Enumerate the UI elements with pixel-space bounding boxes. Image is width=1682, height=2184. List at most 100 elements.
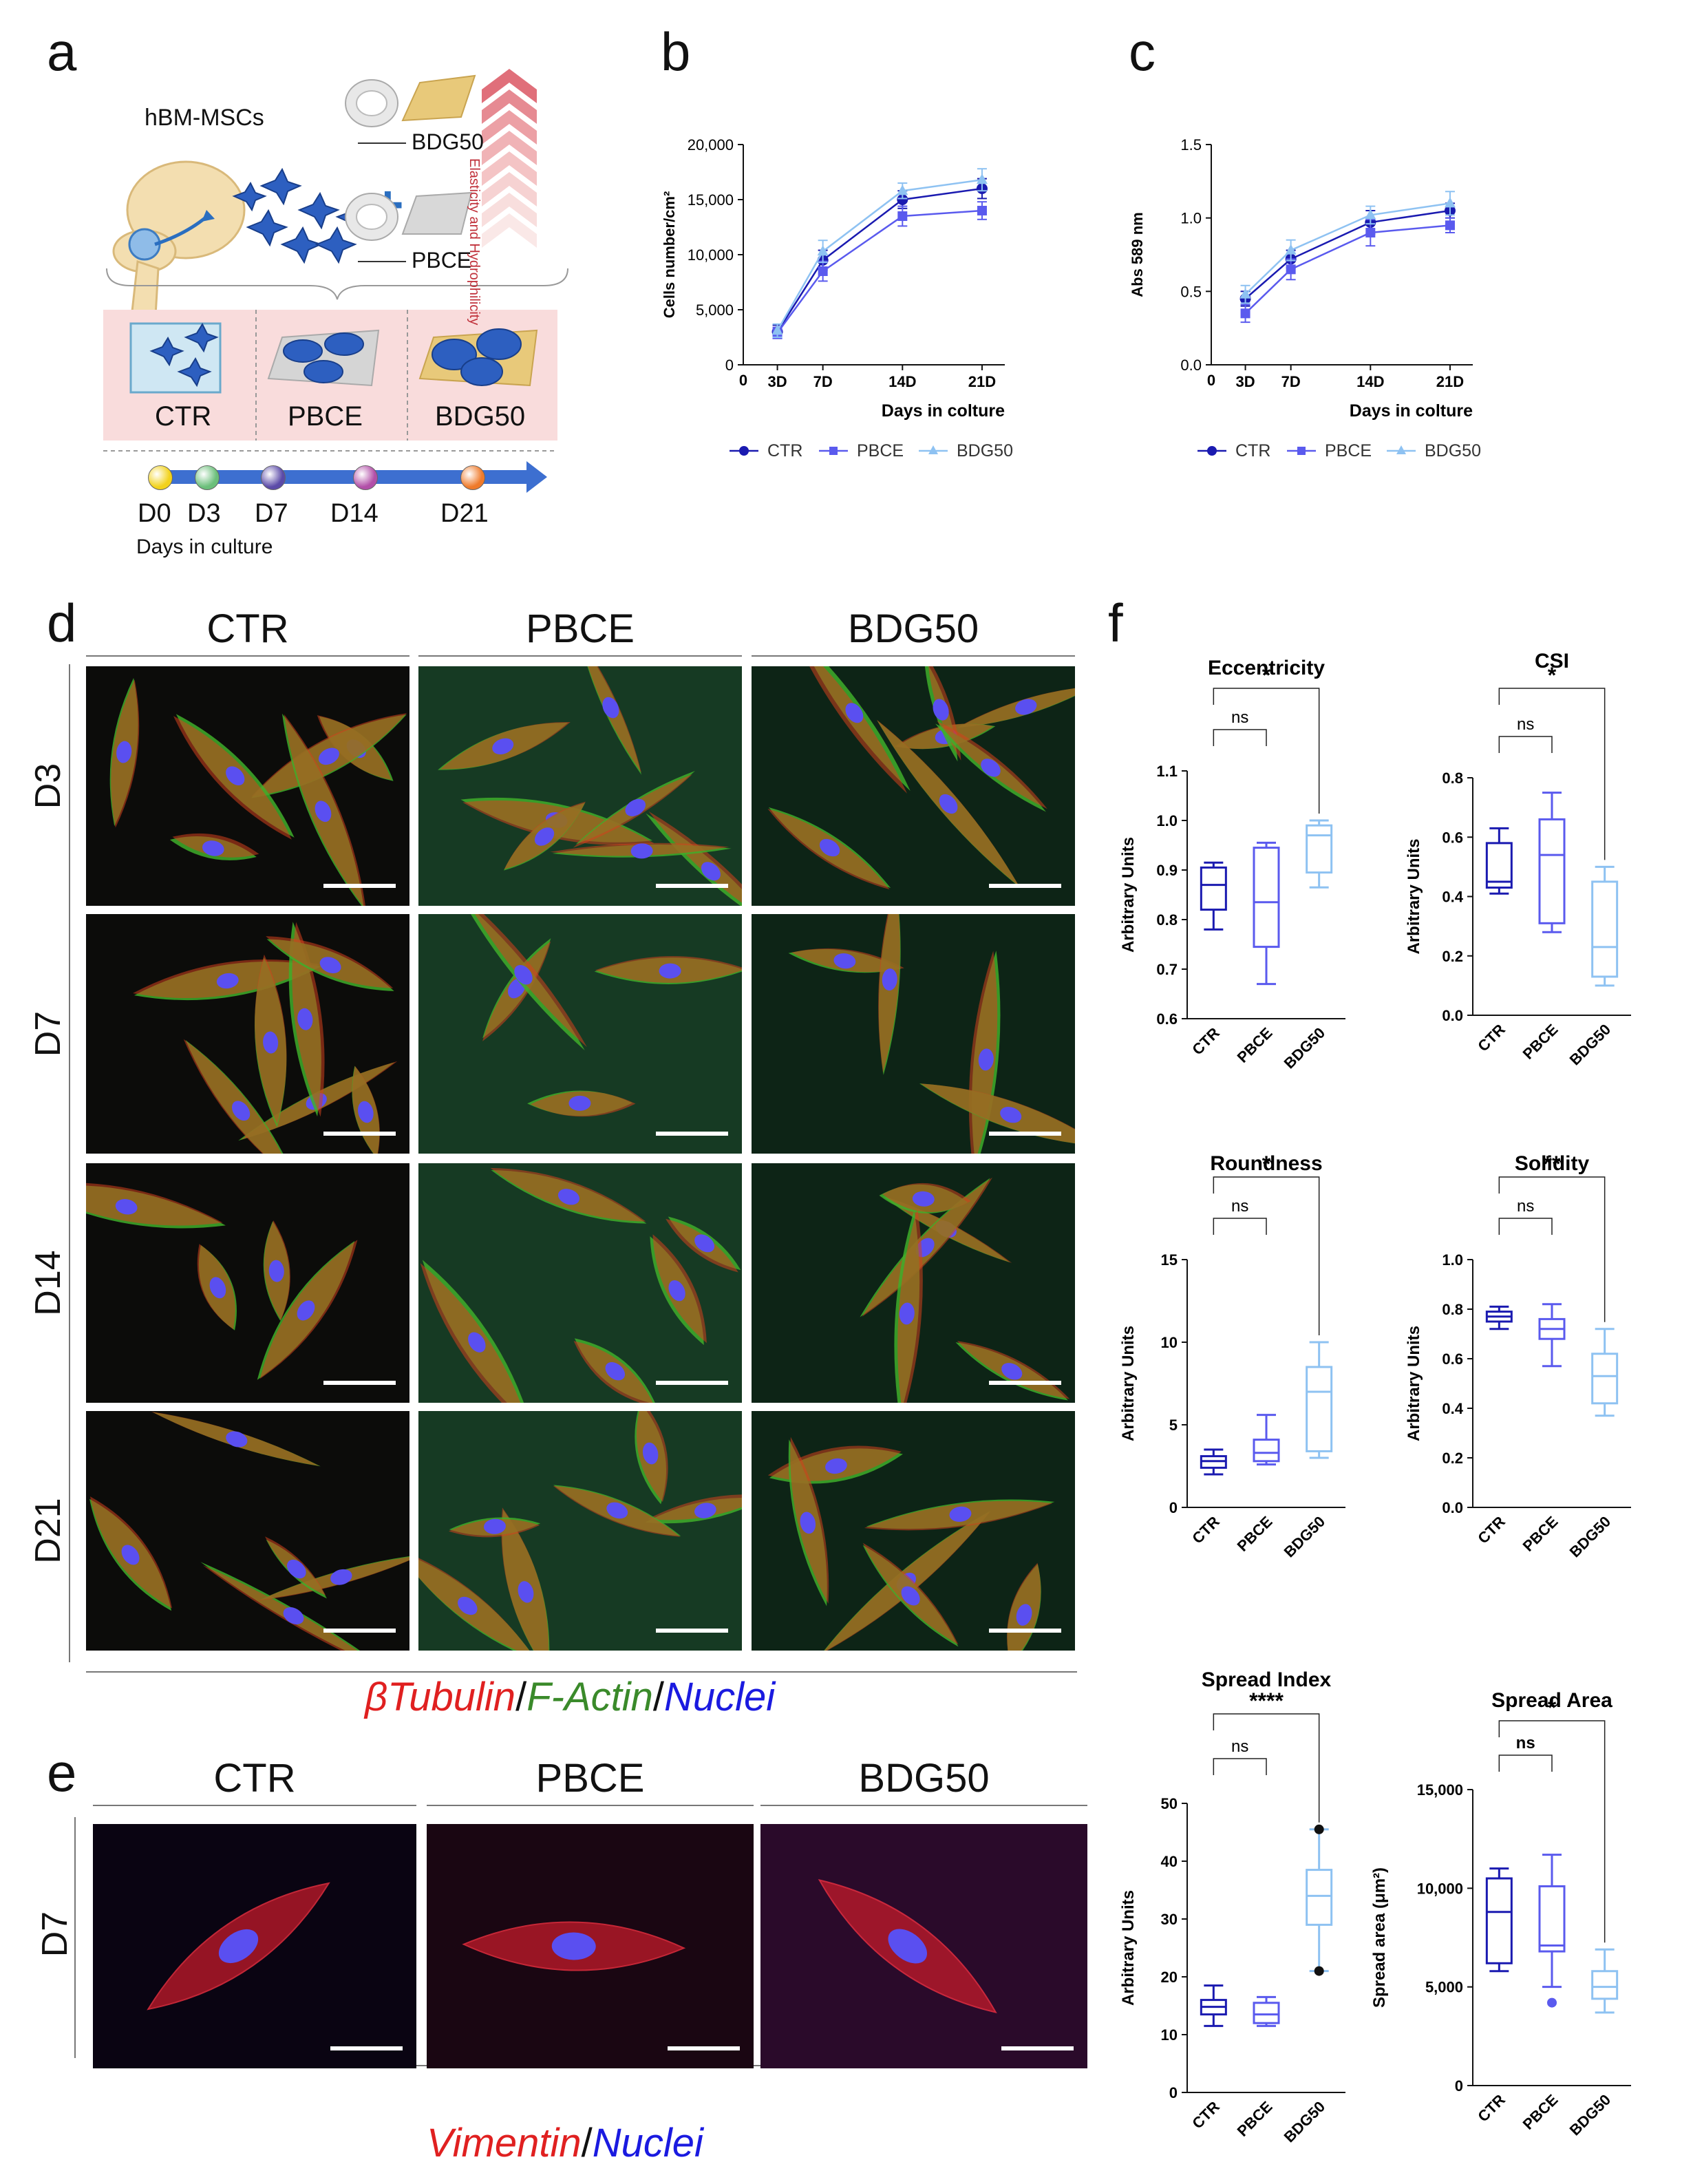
tubulin-network [501,1507,549,1651]
data-point [1445,220,1455,231]
micrograph [86,1411,409,1651]
data-point [897,211,908,221]
nucleus [845,703,864,723]
y-tick-label: 50 [1161,1795,1178,1812]
x-tick-label: BDG50 [1281,1513,1329,1561]
chart-title: CSI [1535,650,1569,672]
sig-bracket [1498,1754,1553,1772]
grid-d-header-pbce: PBCE [526,606,635,651]
sig-label: * [1262,663,1271,688]
chart-title: Spread Index [1202,1668,1332,1691]
y-axis-label: Spread area (μm²) [1370,1867,1389,2008]
box [1538,1885,1566,1953]
y-tick-label: 10,000 [1417,1880,1463,1897]
schematic-illustration: + [103,69,568,493]
series-line-bdg50 [1244,202,1451,295]
nucleus [209,1277,226,1299]
chart-title: Roundness [1210,1152,1322,1175]
nucleus [297,1008,313,1030]
sig-label: **** [1249,1688,1284,1713]
nucleus [218,1929,259,1964]
data-point [771,324,783,335]
grid-d-stain-caption: βTubulin/F-Actin/Nuclei [365,1674,775,1720]
stain-vimentin: Vimentin [427,2121,582,2165]
micrograph [86,666,409,906]
tubulin-network [588,666,642,773]
y-tick-label: 0.6 [1442,829,1463,846]
y-tick-label: 0.0 [1442,1007,1463,1024]
scale-bar [989,1132,1061,1136]
y-tick-label: 0.8 [1442,770,1463,787]
series-line-ctr [1244,209,1451,299]
boxplot-roundness: Roundness 0 5 10 15 Arbitrary Units CTR PBCE BDG… [1119,1152,1345,1561]
nucleus [121,1545,140,1565]
nucleus [557,1189,579,1205]
divider [86,1671,1077,1673]
micrograph [86,1163,409,1403]
box [1200,866,1227,911]
nucleus [514,964,533,985]
nucleus [492,738,514,755]
pbce-scaffold-illustration [345,191,473,262]
micrograph [418,1411,742,1651]
y-tick-label: 10 [1161,1334,1178,1351]
nucleus [116,741,132,763]
y-tick-label: 10,000 [688,246,734,264]
x-axis-label: Days in colture [882,401,1005,421]
y-tick-label: 1.0 [1442,1251,1463,1269]
stain-actin: F-Actin [526,1675,653,1719]
nucleus [319,957,341,973]
nucleus [1016,1604,1032,1626]
box [1253,847,1280,948]
scale-bar [1001,2046,1074,2050]
tubulin-network [202,1565,358,1651]
chart-b-cell-number: 0 5,000 10,000 15,000 20,000 0 3D 7D 14D 21D Days … [661,136,1013,460]
sig-bracket [1213,1176,1320,1335]
x-tick-label: 7D [1281,373,1301,390]
nucleus [694,1234,715,1253]
data-point [897,184,908,195]
nucleus [315,801,332,823]
nucleus [602,697,619,719]
bdg50-scaffold-illustration [345,74,476,144]
divider [93,1805,416,1806]
x-tick-label: BDG50 [1566,1021,1615,1069]
tubulin-network [648,811,742,903]
nucleus [534,827,555,846]
panel-label-a: a [47,21,77,82]
x-tick-label: PBCE [1520,1021,1562,1063]
nucleus [642,1442,659,1465]
tubulin-network [183,1039,282,1154]
nucleus [933,699,949,721]
boxplot-spread-index: Spread Index 0 10 20 30 40 50 Arbitrary Units CT… [1119,1668,1345,2145]
sig-bracket [1498,1720,1606,1943]
cell-rendering [470,914,742,1136]
timeline-label: D3 [187,499,221,528]
legend-label: BDG50 [1425,441,1481,460]
outlier-point [1314,1966,1324,1976]
nucleus [605,1361,626,1381]
nucleus [833,953,856,969]
micrograph [427,1824,754,2068]
grid-e-header-bdg50: BDG50 [858,1756,990,1801]
nucleus [888,1929,928,1964]
x-axis-label: Days in colture [1350,401,1473,421]
data-point [1239,288,1251,299]
nucleus [701,862,721,881]
panel-label-b: b [661,21,691,82]
micrograph [760,1824,1087,2068]
nucleus [226,1431,248,1448]
micrograph [418,666,742,906]
y-tick-label: 5 [1169,1417,1178,1434]
y-tick-label: 0.4 [1442,889,1463,906]
box [1253,1439,1280,1463]
x-tick-label: 21D [968,373,996,390]
stain-nuclei: Nuclei [592,2121,703,2165]
nucleus [882,968,897,991]
nucleus [358,1101,374,1123]
nucleus [458,1596,478,1615]
stain-tubulin: βTubulin [365,1675,516,1719]
chart-title: Spread Area [1491,1689,1612,1712]
nucleus [297,1300,315,1321]
box [1591,1970,1619,2000]
